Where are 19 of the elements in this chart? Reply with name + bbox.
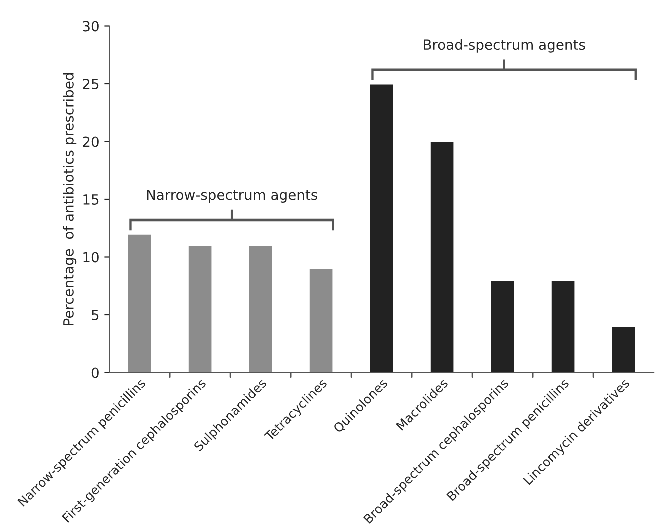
y-tick-label: 20: [83, 136, 99, 148]
bar: [369, 83, 395, 373]
bar: [610, 326, 637, 373]
y-tick-label: 15: [84, 194, 99, 205]
annotation: Broad-spectrum agents: [424, 39, 586, 53]
y-tick-label: 10: [84, 252, 99, 263]
bar: [490, 280, 516, 373]
annotation: Narrow-spectrum agents: [147, 190, 318, 203]
y-axis-title: Percentage of antibiotics prescribed: [63, 74, 77, 326]
bar: [248, 245, 274, 373]
y-tick-label: 25: [83, 78, 99, 90]
y-tick-label: 5: [92, 310, 99, 320]
bar: [127, 233, 153, 373]
bar: [188, 245, 214, 373]
bar: [550, 280, 576, 373]
bar: [430, 141, 456, 373]
y-tick-label: 0: [92, 368, 99, 378]
y-tick-label: 30: [83, 21, 99, 32]
bar: [308, 268, 334, 373]
